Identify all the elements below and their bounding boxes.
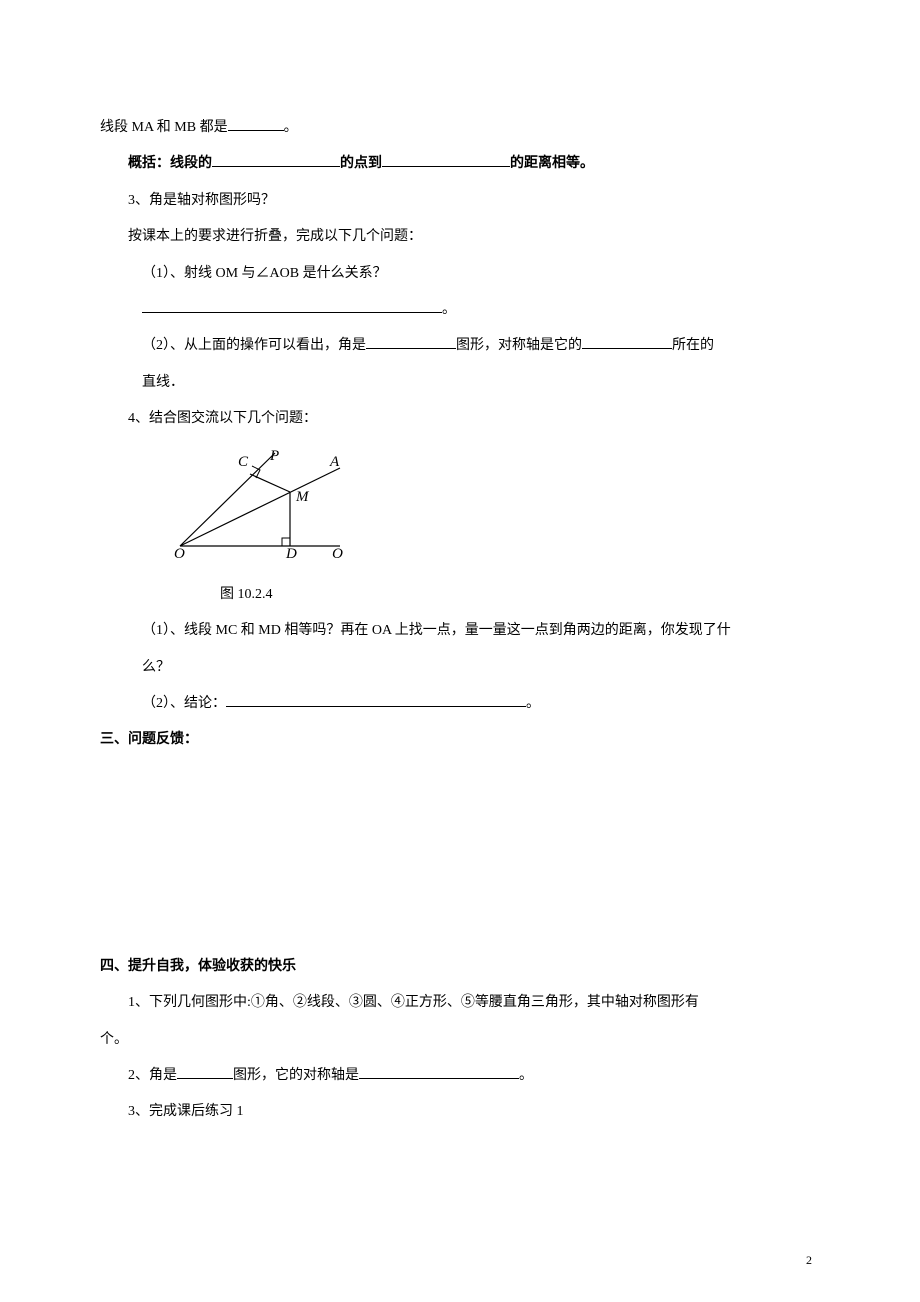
- label-M: M: [295, 489, 310, 505]
- q3-title: 3、角是轴对称图形吗？: [100, 183, 820, 219]
- text: 的距离相等。: [510, 156, 594, 171]
- label-Q: Q: [332, 546, 343, 558]
- text: 。: [284, 120, 298, 135]
- q4-title: 4、结合图交流以下几个问题：: [100, 401, 820, 437]
- text: （2）、从上面的操作可以看出，角是: [142, 338, 366, 353]
- section3-title: 三、问题反馈：: [100, 722, 820, 758]
- label-O: O: [174, 546, 185, 558]
- figure-caption: 图 10.2.4: [100, 577, 820, 613]
- text: 的点到: [340, 156, 382, 171]
- text: 。: [442, 302, 456, 317]
- blank: [366, 334, 456, 349]
- empty-space: [100, 759, 820, 949]
- text: 。: [526, 696, 540, 711]
- q4-2: （2）、结论： 。: [100, 686, 820, 722]
- text: 。: [519, 1068, 533, 1083]
- text: 线段 MA 和 MB 都是: [100, 120, 228, 135]
- blank: [177, 1064, 233, 1079]
- section4-title: 四、提升自我，体验收获的快乐: [100, 949, 820, 985]
- page-number: 2: [806, 1245, 812, 1276]
- s4-q2: 2、角是 图形，它的对称轴是 。: [100, 1058, 820, 1094]
- s4-q1-line1: 1、下列几何图形中:①角、②线段、③圆、④正方形、⑤等腰直角三角形，其中轴对称图…: [100, 985, 820, 1021]
- s4-q1-line2: 个。: [100, 1022, 820, 1058]
- label-C: C: [238, 454, 249, 470]
- q3-2-line2: 直线．: [100, 365, 820, 401]
- text: 所在的: [672, 338, 714, 353]
- q3-blank-line: 。: [100, 292, 820, 328]
- text: 2、角是: [128, 1068, 177, 1083]
- text: 图形，它的对称轴是: [233, 1068, 359, 1083]
- segment-ma-mb-line: 线段 MA 和 MB 都是 。: [100, 110, 820, 146]
- figure-10-2-4: C P A M O D Q: [100, 448, 820, 573]
- q3-2-line1: （2）、从上面的操作可以看出，角是 图形，对称轴是它的 所在的: [100, 328, 820, 364]
- q4-1-line1: （1）、线段 MC 和 MD 相等吗？再在 OA 上找一点，量一量这一点到角两边…: [100, 613, 820, 649]
- blank: [226, 692, 526, 707]
- blank: [582, 334, 672, 349]
- blank: [382, 152, 510, 167]
- blank: [212, 152, 340, 167]
- text: 图形，对称轴是它的: [456, 338, 582, 353]
- text: （2）、结论：: [142, 696, 226, 711]
- blank: [359, 1064, 519, 1079]
- label-A: A: [329, 454, 340, 470]
- text: 概括：线段的: [128, 156, 212, 171]
- s4-q3: 3、完成课后练习 1: [100, 1094, 820, 1130]
- q3-sub: 按课本上的要求进行折叠，完成以下几个问题：: [100, 219, 820, 255]
- q3-1: （1）、射线 OM 与∠AOB 是什么关系？: [100, 256, 820, 292]
- blank: [228, 116, 284, 131]
- q4-1-line2: 么？: [100, 650, 820, 686]
- label-D: D: [285, 546, 297, 558]
- summary-line: 概括：线段的 的点到 的距离相等。: [100, 146, 820, 182]
- label-P: P: [269, 448, 279, 464]
- blank: [142, 298, 442, 313]
